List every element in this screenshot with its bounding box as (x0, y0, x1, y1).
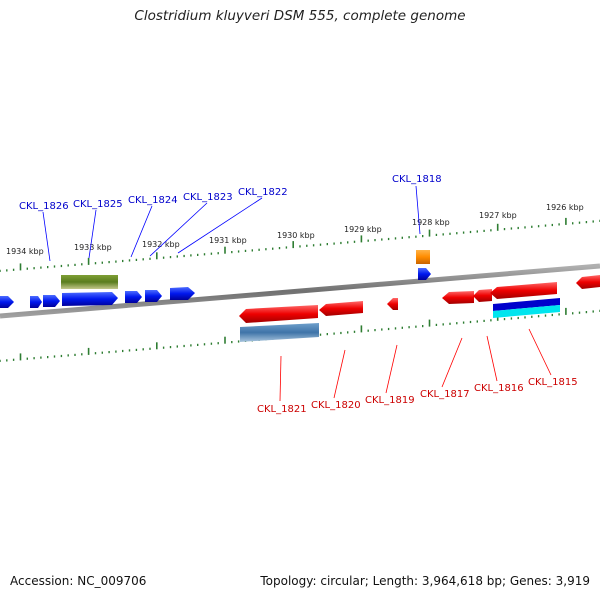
forward-genes[interactable] (0, 268, 431, 308)
genome-backbone (0, 263, 600, 319)
gene-label-ckl-1815[interactable]: CKL_1815 (528, 377, 578, 388)
reverse-gene[interactable] (319, 301, 363, 316)
cyan-feature[interactable] (493, 305, 560, 318)
tick-label-1932: 1932 kbp (142, 240, 180, 249)
gene-label-ckl-1824[interactable]: CKL_1824 (128, 195, 178, 206)
reverse-genes[interactable] (239, 275, 600, 323)
forward-gene[interactable] (30, 296, 42, 308)
reverse-gene[interactable] (239, 305, 318, 323)
tick-label-1930: 1930 kbp (277, 231, 315, 240)
olive-feature[interactable] (61, 275, 118, 289)
reverse-label-leaders (279, 328, 552, 402)
reverse-gene[interactable] (473, 289, 492, 302)
forward-gene[interactable] (0, 296, 14, 308)
outer-tick-ring (0, 217, 600, 272)
other-features[interactable] (61, 250, 560, 342)
reverse-gene-labels: CKL_1821 CKL_1820 CKL_1819 CKL_1817 CKL_… (257, 377, 578, 415)
forward-gene[interactable] (145, 290, 162, 302)
orange-feature[interactable] (416, 250, 430, 264)
gene-label-ckl-1825[interactable]: CKL_1825 (73, 199, 123, 210)
tick-label-1928: 1928 kbp (412, 218, 450, 227)
gene-label-ckl-1823[interactable]: CKL_1823 (183, 192, 233, 203)
forward-gene[interactable] (62, 292, 118, 306)
gene-label-ckl-1818[interactable]: CKL_1818 (392, 174, 442, 185)
genome-summary-text: Topology: circular; Length: 3,964,618 bp… (260, 574, 590, 588)
steelblue-feature[interactable] (240, 323, 319, 342)
tick-label-1929: 1929 kbp (344, 225, 382, 234)
gene-label-ckl-1821[interactable]: CKL_1821 (257, 404, 307, 415)
forward-label-leaders (42, 185, 421, 262)
gene-label-ckl-1826[interactable]: CKL_1826 (19, 201, 69, 212)
forward-gene-labels: CKL_1826 CKL_1825 CKL_1824 CKL_1823 CKL_… (19, 174, 442, 212)
tick-label-1926: 1926 kbp (546, 203, 584, 212)
forward-gene[interactable] (418, 268, 431, 280)
gene-label-ckl-1820[interactable]: CKL_1820 (311, 400, 361, 411)
map-title: Clostridium kluyveri DSM 555, complete g… (134, 8, 466, 24)
forward-gene[interactable] (125, 291, 142, 303)
gene-label-ckl-1816[interactable]: CKL_1816 (474, 383, 524, 394)
reverse-gene[interactable] (490, 282, 557, 299)
tick-label-1933: 1933 kbp (74, 243, 112, 252)
gene-label-ckl-1819[interactable]: CKL_1819 (365, 395, 415, 406)
reverse-gene[interactable] (442, 291, 474, 304)
tick-labels: 1934 kbp 1933 kbp 1932 kbp 1931 kbp 1930… (6, 203, 584, 256)
tick-label-1934: 1934 kbp (6, 247, 44, 256)
tick-label-1931: 1931 kbp (209, 236, 247, 245)
accession-text: Accession: NC_009706 (10, 574, 147, 588)
forward-gene[interactable] (170, 287, 195, 300)
reverse-gene[interactable] (576, 275, 600, 289)
forward-gene[interactable] (43, 295, 60, 307)
tick-label-1927: 1927 kbp (479, 211, 517, 220)
gene-label-ckl-1822[interactable]: CKL_1822 (238, 187, 288, 198)
gene-label-ckl-1817[interactable]: CKL_1817 (420, 389, 470, 400)
reverse-gene[interactable] (387, 298, 398, 310)
dark-blue-feature[interactable] (493, 298, 560, 311)
